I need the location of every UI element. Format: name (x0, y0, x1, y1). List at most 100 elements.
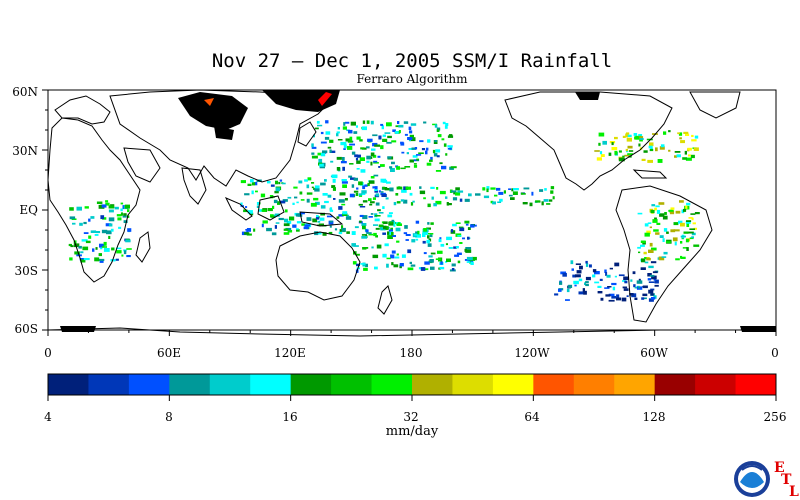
rain-pixel (589, 264, 592, 268)
rain-pixel (342, 184, 347, 188)
rain-pixel (373, 162, 379, 164)
rain-pixel (378, 166, 381, 168)
rain-pixel (349, 163, 354, 165)
rain-pixel (115, 247, 122, 250)
rain-pixel (293, 186, 298, 189)
rain-pixel (76, 206, 82, 211)
rain-pixel (391, 161, 395, 165)
rain-pixel (535, 200, 540, 203)
colorbar-swatch (169, 374, 211, 395)
rain-pixel (389, 187, 394, 192)
rain-pixel (348, 129, 353, 134)
rain-pixel (79, 258, 86, 261)
rain-pixel (444, 125, 448, 129)
rain-pixel (386, 263, 389, 268)
rain-pixel (349, 143, 355, 146)
rain-pixel (99, 243, 105, 248)
rain-pixel (374, 144, 380, 147)
rain-pixel (386, 122, 392, 127)
colorbar-swatch (573, 374, 615, 395)
rain-pixel (435, 200, 442, 205)
rain-pixel (550, 190, 554, 194)
rain-pixel (648, 265, 654, 269)
rain-pixel (644, 261, 649, 264)
rain-pixel (621, 297, 627, 302)
rain-pixel (371, 148, 376, 151)
rain-pixel (650, 293, 654, 296)
rain-pixel (391, 232, 394, 236)
rain-pixel (693, 147, 699, 151)
rain-pixel (446, 202, 449, 206)
rain-pixel (691, 134, 694, 137)
rain-pixel (523, 187, 530, 190)
rain-pixel (407, 267, 414, 271)
rain-pixel (375, 202, 380, 206)
rain-pixel (428, 255, 433, 258)
rain-pixel (594, 150, 600, 152)
rain-pixel (345, 121, 350, 124)
coastline-south-america (615, 185, 713, 323)
rain-pixel (681, 209, 685, 214)
coastline-arabia (123, 147, 161, 183)
rain-pixel (490, 200, 494, 204)
rain-pixel (408, 126, 412, 130)
rain-pixel (389, 221, 393, 224)
rain-pixel (318, 158, 323, 163)
rain-pixel (670, 229, 676, 233)
rain-pixel (641, 297, 645, 300)
rain-pixel (663, 251, 668, 255)
rain-pixel (294, 196, 298, 199)
colorbar-tick-256: 256 (763, 410, 787, 424)
rain-pixel (693, 244, 700, 247)
rain-pixel (430, 252, 436, 255)
rain-pixel (250, 179, 254, 183)
rain-pixel (98, 258, 105, 261)
rain-pixel (328, 220, 334, 225)
rain-pixel (691, 139, 697, 142)
rain-pixel (439, 190, 446, 195)
rain-pixel (666, 231, 669, 234)
rain-pixel (275, 180, 279, 185)
rain-pixel (395, 193, 399, 196)
rain-pixel (440, 243, 445, 247)
rain-pixel (125, 239, 131, 243)
rain-pixel (249, 212, 254, 216)
rain-pixel (625, 148, 628, 152)
rain-pixel (327, 146, 332, 149)
rain-pixel (420, 267, 426, 271)
rain-pixel (341, 227, 346, 232)
rain-pixel (251, 190, 254, 195)
rain-pixel (100, 215, 105, 220)
rain-pixel (496, 187, 501, 191)
rain-pixel (304, 224, 311, 227)
rain-pixel (377, 155, 381, 158)
rain-pixel (106, 230, 112, 235)
rain-pixel (311, 152, 315, 155)
rain-pixel (257, 209, 263, 212)
rain-pixel (426, 162, 432, 166)
rain-pixel (674, 241, 677, 246)
rain-pixel (382, 206, 385, 209)
rain-pixel (541, 201, 544, 206)
rain-pixel (404, 166, 411, 168)
rain-pixel (414, 234, 418, 236)
rain-pixel (594, 281, 600, 284)
rain-pixel (629, 293, 634, 296)
rain-pixel (341, 179, 347, 182)
map-ticks (42, 89, 777, 336)
colorbar-swatch (412, 374, 453, 395)
rain-pixel (605, 294, 611, 297)
rain-pixel (368, 198, 372, 202)
rain-pixel (115, 258, 119, 261)
rain-pixel (90, 230, 97, 233)
rain-pixel (98, 253, 102, 257)
rain-pixel (520, 192, 524, 195)
rain-pixel (380, 191, 384, 193)
rain-pixel (607, 286, 612, 288)
rain-pixel (394, 256, 400, 259)
rain-pixel (127, 215, 130, 218)
rain-pixel (383, 225, 387, 230)
rain-pixel (439, 266, 445, 270)
rain-pixel (316, 215, 319, 218)
rain-pixel (633, 284, 636, 288)
